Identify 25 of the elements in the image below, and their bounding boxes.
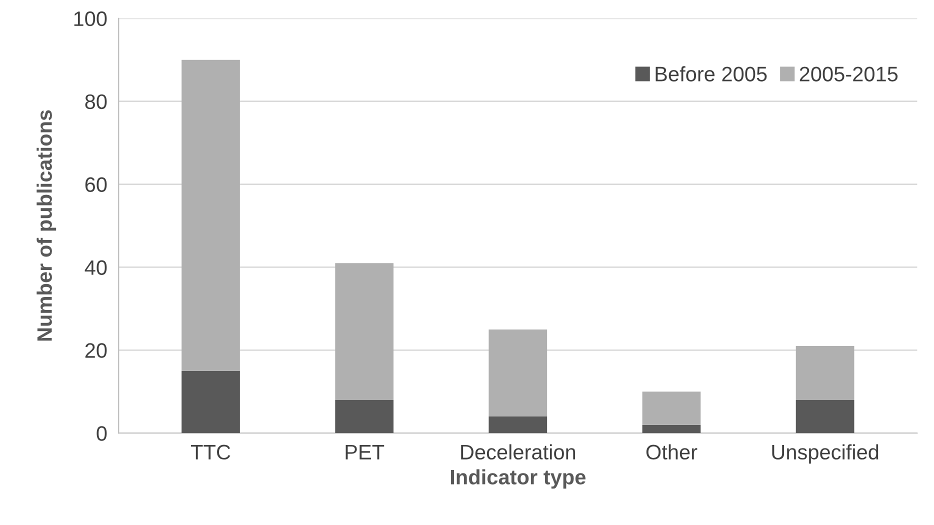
y-tick-label: 80 [85,94,107,110]
legend-label: 2005-2015 [800,66,898,82]
y-tick-label: 40 [84,260,107,275]
x-tick-label: PET [346,445,384,460]
bar [182,370,240,434]
bar [335,263,394,400]
bar [796,400,854,434]
x-tick-label: Unspecified [772,444,878,464]
y-tick-label: 0 [96,426,107,441]
bar [488,416,548,434]
y-tick-label: 20 [85,343,107,358]
y-axis-title: Number of publications [36,110,56,341]
legend-label: Before 2005 [656,66,767,82]
x-tick-label: Deceleration [461,444,576,460]
y-tick-label: 60 [85,177,107,192]
bar [642,392,701,425]
bar [642,424,701,434]
bar [488,329,548,417]
y-tick-label: 100 [74,11,107,26]
bar [796,346,854,400]
x-axis-title: Indicator type [451,469,586,489]
bar [335,400,394,434]
bar [182,60,240,371]
x-tick-label: Other [646,444,698,460]
x-tick-label: TTC [190,444,230,460]
